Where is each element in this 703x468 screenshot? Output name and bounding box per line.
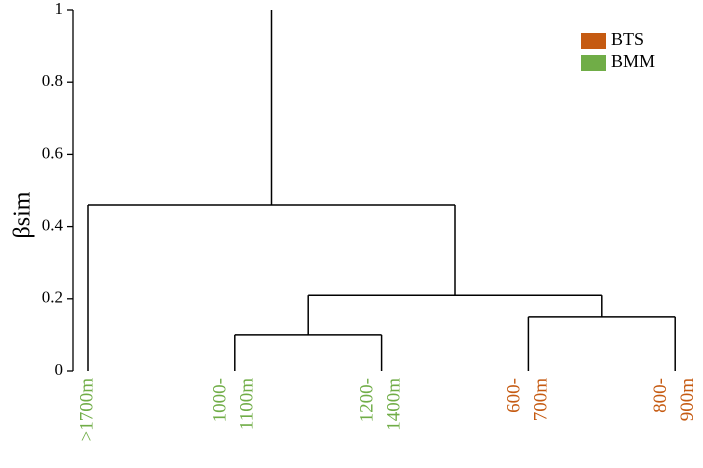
y-tick-label: 0.4	[42, 216, 64, 235]
y-tick-label: 0.6	[42, 143, 63, 162]
legend-label: BMM	[611, 51, 655, 71]
y-tick-label: 1	[55, 0, 64, 18]
y-axis-label: βsim	[10, 191, 36, 238]
legend-label: BTS	[611, 29, 644, 49]
y-tick-label: 0.2	[42, 288, 63, 307]
legend-swatch	[581, 55, 606, 71]
leaf-label: >1700m	[76, 378, 97, 442]
leaf-label: 1100m	[237, 378, 258, 430]
leaf-label: 800-	[650, 378, 671, 413]
leaf-label: 700m	[530, 378, 551, 422]
leaf-label: 1000-	[210, 378, 231, 422]
leaf-label: 1400m	[383, 378, 404, 431]
leaf-label: 900m	[677, 378, 698, 422]
legend-swatch	[581, 33, 606, 49]
leaf-label: 1200-	[356, 378, 377, 422]
y-tick-label: 0	[55, 360, 64, 379]
y-tick-label: 0.8	[42, 71, 63, 90]
leaf-label: 600-	[503, 378, 524, 413]
